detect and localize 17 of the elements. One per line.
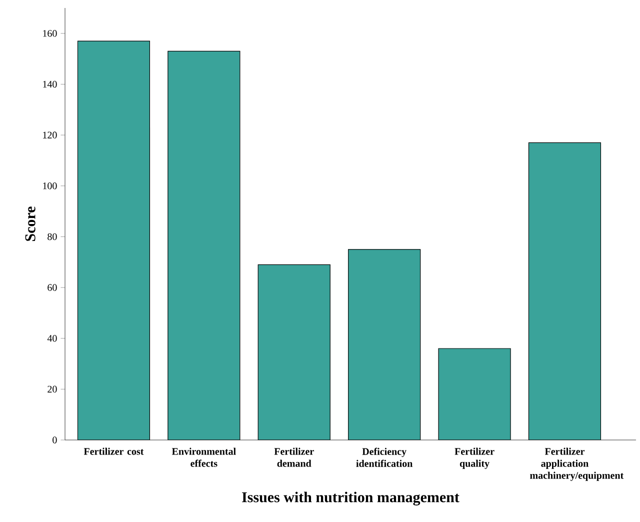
y-tick-label: 0: [52, 436, 57, 444]
y-tick-label: 60: [48, 284, 57, 291]
y-axis-title: Score: [25, 206, 36, 241]
x-tick-label: Fertilizer cost: [84, 448, 144, 455]
x-tick-label: Deficiency identification: [356, 448, 413, 467]
x-tick-label: Fertilizer quality: [454, 448, 494, 469]
x-tick-label: Fertilizer application machinery/equipment: [530, 448, 624, 481]
y-tick-label: 120: [43, 132, 57, 138]
y-tick-label: 20: [48, 386, 57, 393]
y-tick-label: 140: [43, 80, 57, 88]
y-tick-label: 100: [43, 182, 57, 190]
x-tick-label: Fertilizer demand: [274, 448, 314, 467]
y-tick-label: 80: [48, 233, 57, 240]
y-tick-label: 40: [47, 334, 57, 342]
y-tick-label: 160: [43, 30, 57, 37]
x-axis-title: Issues with nutrition management: [242, 492, 460, 506]
x-tick-label: Environmental effects: [172, 448, 236, 467]
